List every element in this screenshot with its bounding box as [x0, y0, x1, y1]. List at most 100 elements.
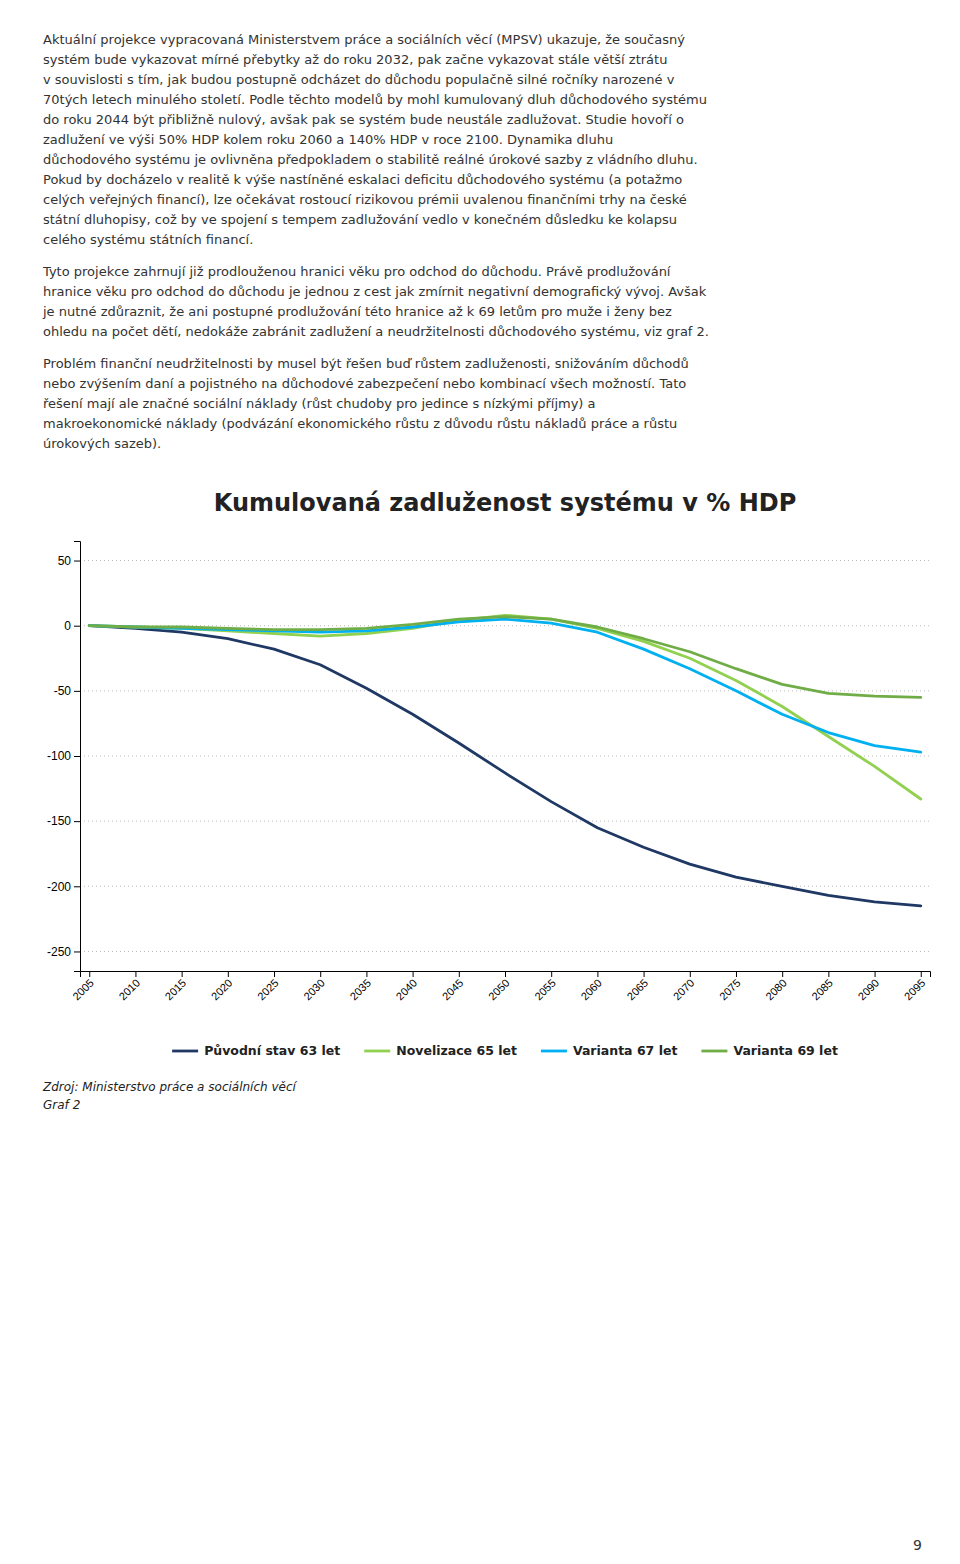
- x-tick-label: 2040: [394, 977, 420, 1003]
- y-tick: -50: [54, 684, 80, 698]
- x-tick: 2095: [902, 971, 928, 1002]
- legend-swatch: [172, 1050, 198, 1053]
- x-tick: 2005: [70, 971, 96, 1002]
- x-tick-mark: [597, 971, 598, 977]
- y-tick: 50: [58, 554, 80, 568]
- x-tick-mark: [320, 971, 321, 977]
- x-tick-mark: [828, 971, 829, 977]
- legend-swatch: [541, 1050, 567, 1053]
- y-tick-label: -200: [47, 880, 71, 894]
- x-tick-mark: [274, 971, 275, 977]
- body-text-line: celých veřejných financí), lze očekávat …: [43, 192, 687, 207]
- x-tick-mark: [875, 971, 876, 977]
- x-tick-label: 2030: [301, 977, 327, 1003]
- chart-title: Kumulovaná zadluženost systému v % HDP: [214, 489, 797, 517]
- body-text-line: nebo zvýšením daní a pojistného na důcho…: [43, 376, 686, 391]
- x-tick: 2060: [578, 971, 604, 1002]
- x-tick-label: 2015: [163, 977, 189, 1003]
- page: Aktuální projekce vypracovaná Ministerst…: [0, 0, 960, 1564]
- x-tick: 2040: [394, 971, 420, 1002]
- legend-item: Původní stav 63 let: [172, 1043, 340, 1058]
- x-tick-label: 2080: [763, 977, 789, 1003]
- x-tick-mark: [921, 971, 922, 977]
- grid-line: [80, 756, 930, 757]
- y-tick-mark: [74, 951, 80, 952]
- x-tick-mark: [736, 971, 737, 977]
- body-text-line: systém bude vykazovat mírné přebytky až …: [43, 52, 667, 67]
- y-tick: -150: [47, 814, 80, 828]
- body-text-line: řešení mají ale značné sociální náklady …: [43, 396, 596, 411]
- x-tick-mark: [690, 971, 691, 977]
- legend-swatch: [701, 1050, 727, 1053]
- legend: Původní stav 63 let Novelizace 65 let Vari…: [172, 1043, 838, 1058]
- x-tick-label: 2050: [486, 977, 512, 1003]
- x-tick-label: 2045: [440, 977, 466, 1003]
- x-axis: 2005201020152020202520302035204020452050…: [70, 971, 930, 1002]
- y-tick-mark: [74, 756, 80, 757]
- body-text-line: zadlužení ve výši 50% HDP kolem roku 206…: [43, 132, 613, 147]
- body-text-line: ohledu na počet dětí, nedokáže zabránit …: [43, 324, 709, 339]
- y-tick-label: 50: [58, 554, 72, 568]
- x-tick-mark: [505, 971, 506, 977]
- x-tick-label: 2055: [532, 977, 558, 1003]
- x-tick: 2050: [486, 971, 512, 1002]
- x-tick-mark: [459, 971, 460, 977]
- x-axis-line: [81, 972, 931, 978]
- body-text-line: Pokud by docházelo v realitě k výše nast…: [43, 172, 682, 187]
- body-text-line: celého systému státních financí.: [43, 232, 253, 247]
- x-tick-label: 2060: [578, 977, 604, 1003]
- body-text-line: je nutné zdůraznit, že ani postupné prod…: [42, 304, 672, 319]
- body-text-line: do roku 2044 být přibližně nulový, avšak…: [43, 112, 684, 127]
- x-tick: 2075: [717, 971, 743, 1002]
- grid-line: [80, 625, 930, 626]
- body-text-line: 70tých letech minulého století. Podle tě…: [43, 92, 707, 107]
- body-text-line: úrokových sazeb).: [43, 436, 161, 451]
- y-tick-mark: [74, 821, 80, 822]
- x-tick: 2035: [347, 971, 373, 1002]
- y-tick-label: -100: [47, 749, 71, 763]
- body-text-line: v souvislosti s tím, jak budou postupně …: [43, 72, 675, 87]
- grid: [80, 561, 930, 952]
- x-tick: 2090: [855, 971, 881, 1002]
- y-axis: 500-50-100-150-200-250: [47, 542, 81, 972]
- legend-item: Novelizace 65 let: [364, 1043, 517, 1058]
- grid-line: [80, 821, 930, 822]
- y-tick-label: 0: [64, 619, 71, 633]
- legend-label: Varianta 69 let: [733, 1043, 837, 1058]
- note: Graf 2: [43, 1098, 80, 1112]
- x-tick-label: 2085: [809, 977, 835, 1003]
- x-tick-label: 2070: [671, 977, 697, 1003]
- lines: [89, 615, 921, 906]
- x-tick: 2020: [209, 971, 235, 1002]
- body-text-line: makroekonomické náklady (podvázání ekono…: [43, 416, 677, 431]
- x-tick: 2080: [763, 971, 789, 1002]
- page-number: 9: [913, 1537, 922, 1553]
- legend-swatch: [364, 1050, 390, 1053]
- grid-line: [80, 690, 930, 691]
- x-tick-mark: [89, 971, 90, 977]
- x-tick-mark: [366, 971, 367, 977]
- y-axis-line: [74, 542, 81, 972]
- x-tick: 2055: [532, 971, 558, 1002]
- series-line: [89, 617, 921, 698]
- x-tick-label: 2065: [625, 977, 651, 1003]
- series-line: [89, 619, 921, 752]
- x-tick-mark: [782, 971, 783, 977]
- x-tick-mark: [413, 971, 414, 977]
- x-tick-label: 2025: [255, 977, 281, 1003]
- grid-line: [80, 560, 930, 561]
- grid-line: [80, 886, 930, 887]
- y-tick-label: -150: [47, 814, 71, 828]
- y-tick: 0: [64, 619, 80, 633]
- x-tick-label: 2075: [717, 977, 743, 1003]
- legend-label: Původní stav 63 let: [204, 1043, 340, 1058]
- body-text-line: státní dluhopisy, což by ve spojení s te…: [43, 212, 677, 227]
- legend-label: Novelizace 65 let: [396, 1043, 517, 1058]
- body-text-line: hranice věku pro odchod do důchodu je je…: [43, 284, 707, 299]
- x-tick: 2065: [625, 971, 651, 1002]
- x-tick-mark: [182, 971, 183, 977]
- body-text-line: důchodového systému je ovlivněna předpok…: [43, 152, 698, 167]
- x-tick: 2070: [671, 971, 697, 1002]
- x-tick: 2045: [440, 971, 466, 1002]
- y-tick: -200: [47, 880, 80, 894]
